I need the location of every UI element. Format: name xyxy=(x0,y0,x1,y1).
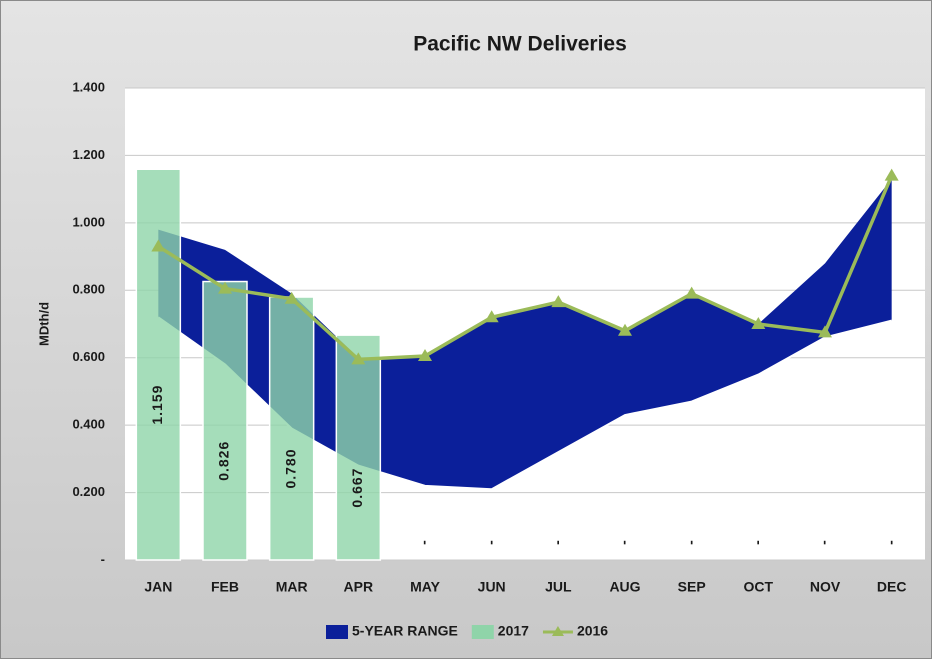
y-tick-label: 0.400 xyxy=(72,417,105,432)
line-marker xyxy=(684,286,699,299)
y-axis-label: MDth/d xyxy=(36,302,51,346)
x-tick-label: JAN xyxy=(144,579,172,595)
y-tick-label: 1.400 xyxy=(72,79,105,94)
bar-value-label: - xyxy=(616,539,632,545)
y-tick-label: - xyxy=(101,551,105,566)
y-tick-label: 1.200 xyxy=(72,147,105,162)
x-tick-label: APR xyxy=(344,579,374,595)
line xyxy=(157,174,894,362)
bar-value-label: 0.826 xyxy=(216,441,232,481)
line-marker xyxy=(818,325,832,338)
bar-value-label: - xyxy=(416,539,432,545)
bar-value-label: 0.780 xyxy=(282,448,298,488)
bar-value-label: - xyxy=(682,539,698,545)
x-tick-label: SEP xyxy=(678,579,706,595)
line-marker xyxy=(351,352,366,365)
legend-label: 5-YEAR RANGE xyxy=(352,623,458,639)
x-tick-label: NOV xyxy=(810,579,841,595)
x-tick-label: FEB xyxy=(211,579,239,595)
line-marker xyxy=(484,310,499,323)
x-tick-label: OCT xyxy=(744,579,774,595)
y-tick-label: 0.600 xyxy=(72,349,105,364)
line-marker xyxy=(618,323,632,336)
y-tick-label: 0.800 xyxy=(72,282,105,297)
line-marker xyxy=(551,295,566,308)
legend-label: 2017 xyxy=(498,623,529,639)
bar-value-label: 0.667 xyxy=(349,468,365,508)
bar xyxy=(135,168,182,561)
x-tick-label: AUG xyxy=(609,579,640,595)
legend-swatch xyxy=(471,625,494,639)
x-tick-label: MAR xyxy=(276,579,308,595)
legend-swatch xyxy=(326,625,348,639)
x-tick-label: MAY xyxy=(410,579,440,595)
y-tick-label: 1.000 xyxy=(72,214,105,229)
line-marker xyxy=(151,239,166,252)
x-tick-label: JUN xyxy=(478,579,506,595)
bar-value-label: - xyxy=(749,539,765,545)
bar-value-label: 1.159 xyxy=(149,385,165,425)
line-marker xyxy=(884,168,899,181)
bar xyxy=(202,280,248,561)
bar-value-label: - xyxy=(816,539,832,545)
bar-value-label: - xyxy=(882,539,898,545)
bar xyxy=(268,296,315,561)
line-marker xyxy=(218,281,232,294)
bar-value-label: - xyxy=(549,539,565,545)
y-tick-label: 0.200 xyxy=(72,484,105,499)
bar-value-label: - xyxy=(482,539,498,545)
legend-swatch-marker xyxy=(551,626,564,636)
chart-title: Pacific NW Deliveries xyxy=(413,33,627,56)
bar xyxy=(335,334,382,561)
x-tick-label: JUL xyxy=(545,579,572,595)
line-marker xyxy=(418,349,432,362)
x-tick-label: DEC xyxy=(877,579,907,595)
line-marker xyxy=(284,291,299,304)
line-marker xyxy=(751,317,766,329)
legend-label: 2016 xyxy=(577,623,608,639)
